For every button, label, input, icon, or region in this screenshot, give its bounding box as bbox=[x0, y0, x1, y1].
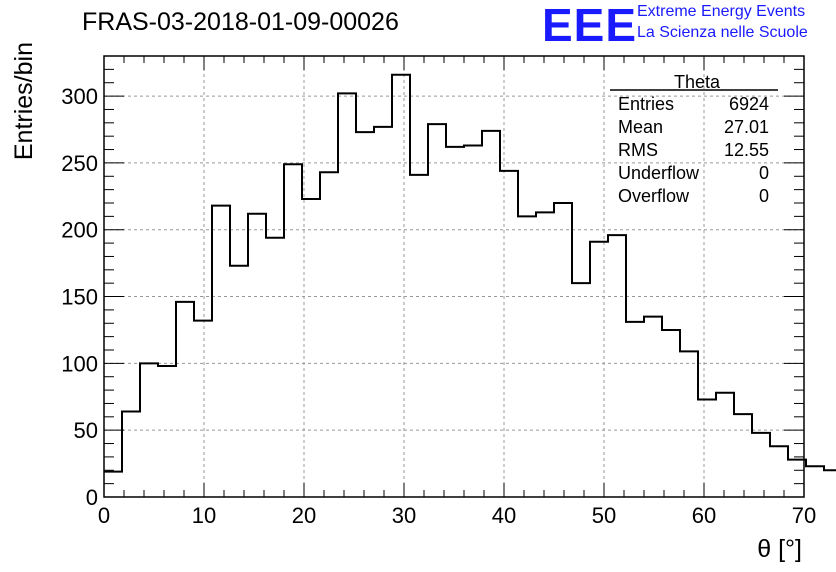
chart-title: FRAS-03-2018-01-09-00026 bbox=[82, 8, 399, 36]
histogram-bin bbox=[554, 203, 572, 497]
stats-label: Underflow bbox=[618, 163, 700, 183]
histogram-bin bbox=[518, 216, 536, 497]
logo-line-2: La Scienza nelle Scuole bbox=[637, 24, 808, 41]
x-tick-label: 30 bbox=[392, 503, 416, 528]
x-tick-label: 60 bbox=[692, 503, 716, 528]
histogram-bin bbox=[248, 214, 266, 497]
x-tick-label: 20 bbox=[292, 503, 316, 528]
histogram-bin bbox=[392, 75, 410, 497]
x-tick-label: 70 bbox=[792, 503, 816, 528]
x-tick-label: 0 bbox=[98, 503, 110, 528]
histogram-bin bbox=[572, 283, 590, 497]
logo-line-1: Extreme Energy Events bbox=[637, 3, 806, 20]
histogram-bin bbox=[356, 132, 374, 497]
stats-value: 6924 bbox=[729, 94, 769, 114]
x-tick-label: 40 bbox=[492, 503, 516, 528]
x-tick-label: 10 bbox=[192, 503, 216, 528]
histogram-bin bbox=[104, 472, 122, 497]
y-tick-label: 0 bbox=[86, 485, 98, 510]
stats-value: 0 bbox=[759, 163, 769, 183]
histogram-bin bbox=[716, 393, 734, 497]
histogram-bin bbox=[446, 147, 464, 497]
y-tick-label: 50 bbox=[74, 418, 98, 443]
histogram-bin bbox=[158, 366, 176, 497]
histogram-bin bbox=[176, 302, 194, 497]
histogram-bin bbox=[662, 330, 680, 497]
histogram-bin bbox=[590, 242, 608, 497]
y-tick-label: 200 bbox=[61, 218, 98, 243]
histogram-bin bbox=[608, 235, 626, 497]
histogram-bin bbox=[194, 321, 212, 497]
y-tick-label: 300 bbox=[61, 84, 98, 109]
stats-label: RMS bbox=[618, 140, 658, 160]
histogram-bin bbox=[266, 238, 284, 497]
stats-label: Entries bbox=[618, 94, 674, 114]
histogram-bin bbox=[320, 172, 338, 497]
stats-title: Theta bbox=[674, 72, 721, 92]
histogram-bin bbox=[500, 171, 518, 497]
stats-value: 27.01 bbox=[724, 117, 769, 137]
y-axis-label: Entries/bin bbox=[10, 42, 38, 160]
histogram-layer bbox=[104, 73, 836, 497]
stats-label: Mean bbox=[618, 117, 663, 137]
histogram-bin bbox=[824, 470, 836, 497]
histogram-bin bbox=[698, 399, 716, 497]
histogram-bin bbox=[122, 411, 140, 497]
histogram-bin bbox=[338, 93, 356, 497]
histogram-bin bbox=[302, 199, 320, 497]
histogram-bin bbox=[140, 363, 158, 497]
stats-value: 0 bbox=[759, 186, 769, 206]
x-axis-label: θ [°] bbox=[757, 535, 802, 563]
histogram-bin bbox=[284, 164, 302, 497]
y-tick-label: 100 bbox=[61, 351, 98, 376]
histogram-bin bbox=[410, 175, 428, 497]
histogram-bin bbox=[626, 322, 644, 497]
histogram-bin bbox=[770, 446, 788, 497]
histogram-bin bbox=[806, 466, 824, 497]
y-tick-label: 150 bbox=[61, 285, 98, 310]
axis-layer: 0 10 20 30 40 50 60 70 0 50 100 150 200 250 300 θ [°] En… bbox=[10, 42, 816, 563]
histogram-bin bbox=[644, 317, 662, 497]
x-tick-label: 50 bbox=[592, 503, 616, 528]
plot-frame bbox=[103, 55, 805, 498]
stats-value: 12.55 bbox=[724, 140, 769, 160]
grid-layer bbox=[104, 56, 804, 497]
histogram-bin bbox=[374, 127, 392, 497]
histogram-bin bbox=[464, 146, 482, 497]
histogram-bin bbox=[230, 266, 248, 497]
stats-label: Overflow bbox=[618, 186, 690, 206]
histogram-bin bbox=[680, 351, 698, 497]
histogram-bin bbox=[752, 433, 770, 497]
histogram-bin bbox=[734, 414, 752, 497]
eee-logo: EEE bbox=[542, 0, 638, 51]
histogram-bin bbox=[212, 206, 230, 497]
histogram-bin bbox=[536, 212, 554, 497]
histogram-bin bbox=[482, 131, 500, 497]
y-tick-label: 250 bbox=[61, 151, 98, 176]
histogram-outline bbox=[104, 73, 836, 473]
histogram-bin bbox=[428, 124, 446, 497]
